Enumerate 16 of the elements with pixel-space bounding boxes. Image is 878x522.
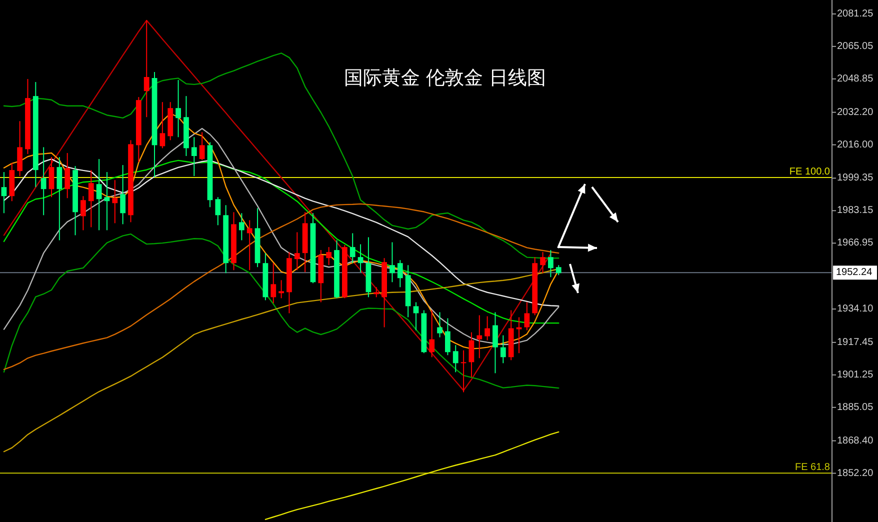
y-tick-label: 2048.85 [837,73,874,84]
y-tick-label: 1934.10 [837,304,874,315]
y-tick-label: 1983.15 [837,205,874,216]
ref-line-label: 1952.24 [836,267,873,278]
y-tick-label: 2065.05 [837,40,874,52]
y-tick-label: 1966.95 [837,238,874,249]
y-tick-label: 1852.20 [837,468,874,479]
y-tick-label: 1885.05 [837,402,874,413]
y-tick-label: 2032.20 [837,106,874,118]
y-tick-label: 1868.40 [837,435,874,446]
y-tick-label: 1999.35 [837,172,874,184]
y-tick-label: 1901.25 [837,369,874,380]
title: 国际黄金 伦敦金 日线图 [344,67,546,89]
y-tick-label: 2016.00 [837,139,874,150]
y-tick-label: 2081.25 [837,8,874,20]
y-tick-label: 1917.45 [837,336,874,348]
